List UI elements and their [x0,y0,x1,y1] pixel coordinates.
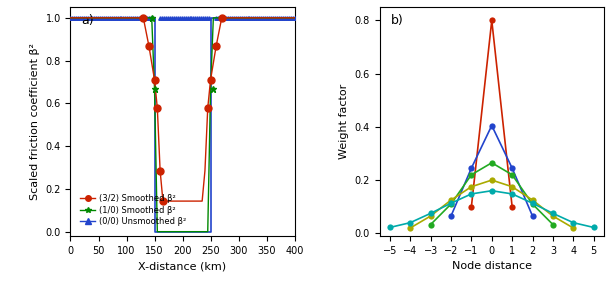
Text: b): b) [391,14,404,27]
Text: a): a) [82,14,94,27]
Y-axis label: Scaled friction coefficient β²: Scaled friction coefficient β² [30,43,40,200]
X-axis label: X-distance (km): X-distance (km) [139,261,227,271]
Legend: (3/2) Smoothed β², (1/0) Smoothed β², (0/0) Unsmoothed β²: (3/2) Smoothed β², (1/0) Smoothed β², (0… [77,191,189,229]
Y-axis label: Weight factor: Weight factor [339,84,349,159]
X-axis label: Node distance: Node distance [452,261,531,271]
